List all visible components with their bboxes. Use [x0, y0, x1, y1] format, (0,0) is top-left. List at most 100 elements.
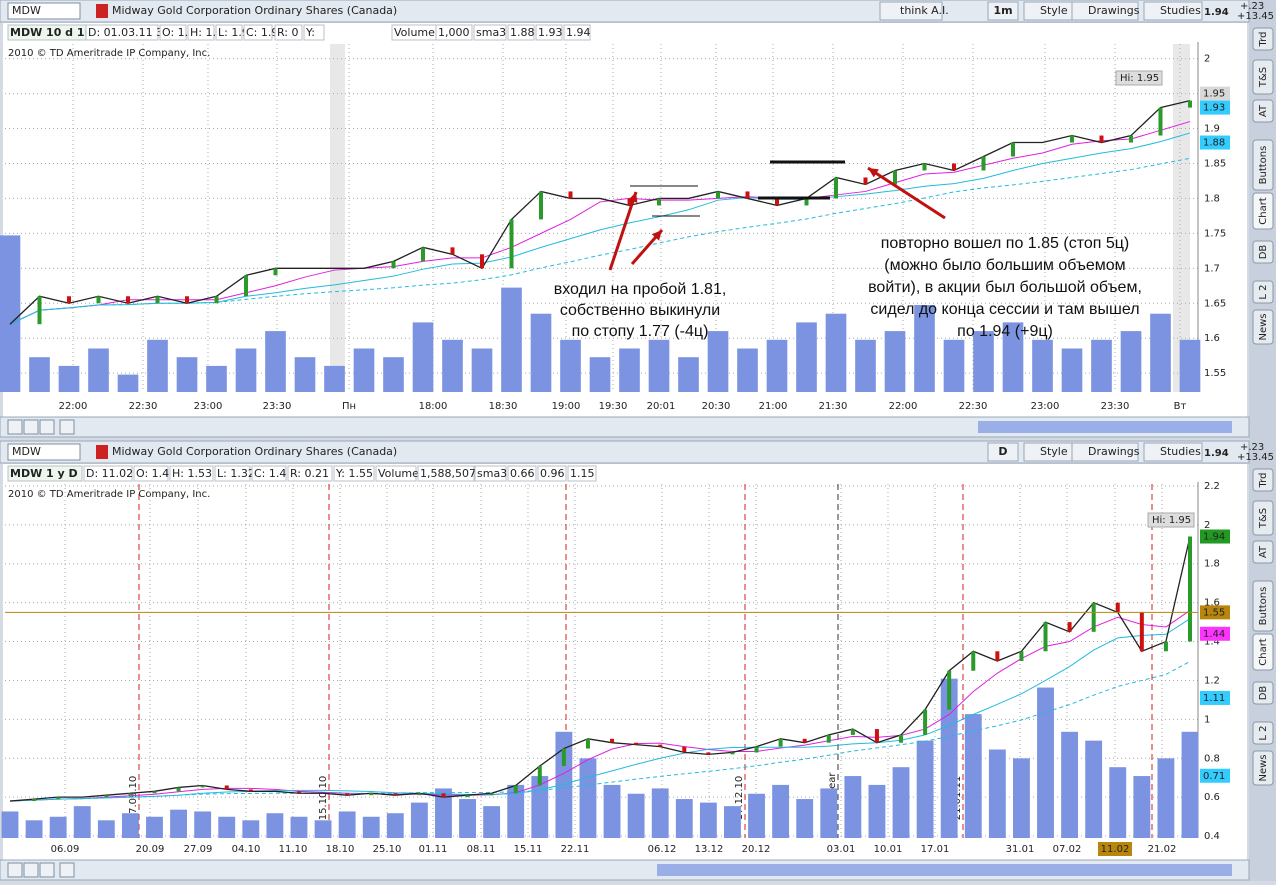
side-tab[interactable]: [1252, 280, 1274, 304]
volume-bar: [820, 788, 838, 838]
candle: [224, 785, 229, 790]
candle: [104, 795, 109, 798]
side-tab-label: Chart: [1258, 638, 1269, 666]
info-cell: [215, 24, 243, 41]
change-pct: +13.45 %: [1237, 452, 1276, 463]
symbol-input[interactable]: [7, 2, 81, 20]
x-tick-label: 18:00: [419, 401, 448, 412]
info-field: MDW 1 y D: [10, 467, 78, 480]
zoom-button[interactable]: [7, 862, 23, 878]
volume-bar: [675, 799, 693, 838]
volume-bar: [1085, 740, 1103, 838]
candle: [922, 163, 927, 171]
side-tab[interactable]: [1252, 468, 1274, 492]
volume-bar: [1179, 339, 1201, 392]
volume-bar: [410, 802, 428, 838]
side-tab[interactable]: [1252, 721, 1274, 745]
zoom-button[interactable]: [59, 862, 75, 878]
y-tick-label: 1.9: [1204, 124, 1220, 135]
volume-bar: [678, 357, 699, 392]
volume-bar: [973, 331, 994, 392]
volume-bar: [943, 339, 965, 392]
period-button[interactable]: [987, 442, 1019, 462]
sma-line: [9, 132, 1191, 325]
x-tick-label: 23:30: [263, 401, 292, 412]
side-tab[interactable]: [1252, 681, 1274, 705]
side-tab[interactable]: [1252, 580, 1274, 632]
toolbar-button[interactable]: [1071, 1, 1139, 21]
side-tab[interactable]: [1252, 633, 1274, 671]
volume-bar: [555, 731, 573, 838]
volume-bar: [748, 793, 765, 838]
zoom-button[interactable]: [39, 419, 55, 435]
info-field: H: 1.53: [172, 467, 212, 480]
company-name: Midway Gold Corporation Ordinary Shares …: [112, 445, 397, 458]
volume-bar: [737, 348, 758, 392]
zoom-button[interactable]: [7, 419, 23, 435]
candle: [1043, 622, 1048, 652]
period-button[interactable]: [987, 1, 1019, 21]
toolbar-button[interactable]: [1071, 442, 1139, 462]
side-tab[interactable]: [1252, 139, 1274, 191]
toolbar-button[interactable]: [1143, 1, 1203, 21]
x-tick-label: 21.02: [1148, 844, 1177, 855]
candle: [185, 296, 189, 304]
think-button[interactable]: [879, 1, 943, 21]
symbol-link[interactable]: [96, 4, 108, 18]
candle: [745, 191, 750, 199]
candle: [1188, 100, 1192, 108]
info-field: MDW 10 d 1m: [10, 26, 96, 39]
x-tick-label: 22:00: [59, 401, 88, 412]
side-tab[interactable]: [1252, 99, 1274, 123]
info-field: 1,000: [438, 26, 470, 39]
volume-bar: [1133, 776, 1151, 838]
period: D: [998, 445, 1007, 458]
y-tick-label: 1.4: [1204, 637, 1220, 648]
info-field: 1.94: [566, 26, 591, 39]
zoom-button[interactable]: [23, 419, 39, 435]
side-tab[interactable]: [1252, 192, 1274, 230]
zoom-button[interactable]: [23, 862, 39, 878]
volume-bar: [619, 348, 640, 392]
candle: [67, 296, 71, 304]
candle: [834, 177, 838, 199]
arrow: [608, 191, 638, 271]
x-tick-label: 07.02: [1053, 844, 1082, 855]
side-tab[interactable]: [1252, 540, 1274, 564]
y-tick-label: 1.8: [1204, 193, 1220, 204]
x-tick-label: 13.12: [695, 844, 724, 855]
symbol-input[interactable]: [7, 443, 81, 461]
zoom-button[interactable]: [59, 419, 75, 435]
candle: [32, 799, 37, 802]
toolbar-button[interactable]: [1143, 442, 1203, 462]
x-tick-label: 11.10: [279, 844, 308, 855]
side-panel: [1249, 0, 1276, 881]
side-tab[interactable]: [1252, 500, 1274, 536]
volume-bar: [58, 365, 80, 392]
volume-bar: [916, 740, 934, 838]
side-tab[interactable]: [1252, 750, 1274, 786]
company-name: Midway Gold Corporation Ordinary Shares …: [112, 4, 397, 17]
event-label: 15.10.10: [318, 776, 329, 821]
volume-bar: [235, 348, 257, 392]
zoom-button[interactable]: [39, 862, 55, 878]
symbol-link[interactable]: [96, 445, 108, 459]
y-tick-label: 1.65: [1204, 298, 1226, 309]
side-tab[interactable]: [1252, 309, 1274, 345]
side-tab[interactable]: [1252, 240, 1274, 264]
annotation: собственно выкинули: [560, 302, 720, 319]
candle: [1129, 135, 1133, 143]
scrollbar[interactable]: [978, 421, 1232, 433]
toolbar-button-label: Drawings: [1088, 445, 1140, 458]
x-tick-label: 19:30: [599, 401, 628, 412]
info-cell: [133, 465, 169, 482]
change-pct: +13.45 %: [1237, 11, 1276, 22]
candle: [537, 766, 542, 786]
scrollbar[interactable]: [657, 864, 1232, 876]
sma-line: [9, 157, 1191, 325]
volume-bar: [766, 339, 788, 392]
side-tab[interactable]: [1252, 27, 1274, 51]
side-tab[interactable]: [1252, 59, 1274, 95]
info-field: sma3: [476, 26, 506, 39]
